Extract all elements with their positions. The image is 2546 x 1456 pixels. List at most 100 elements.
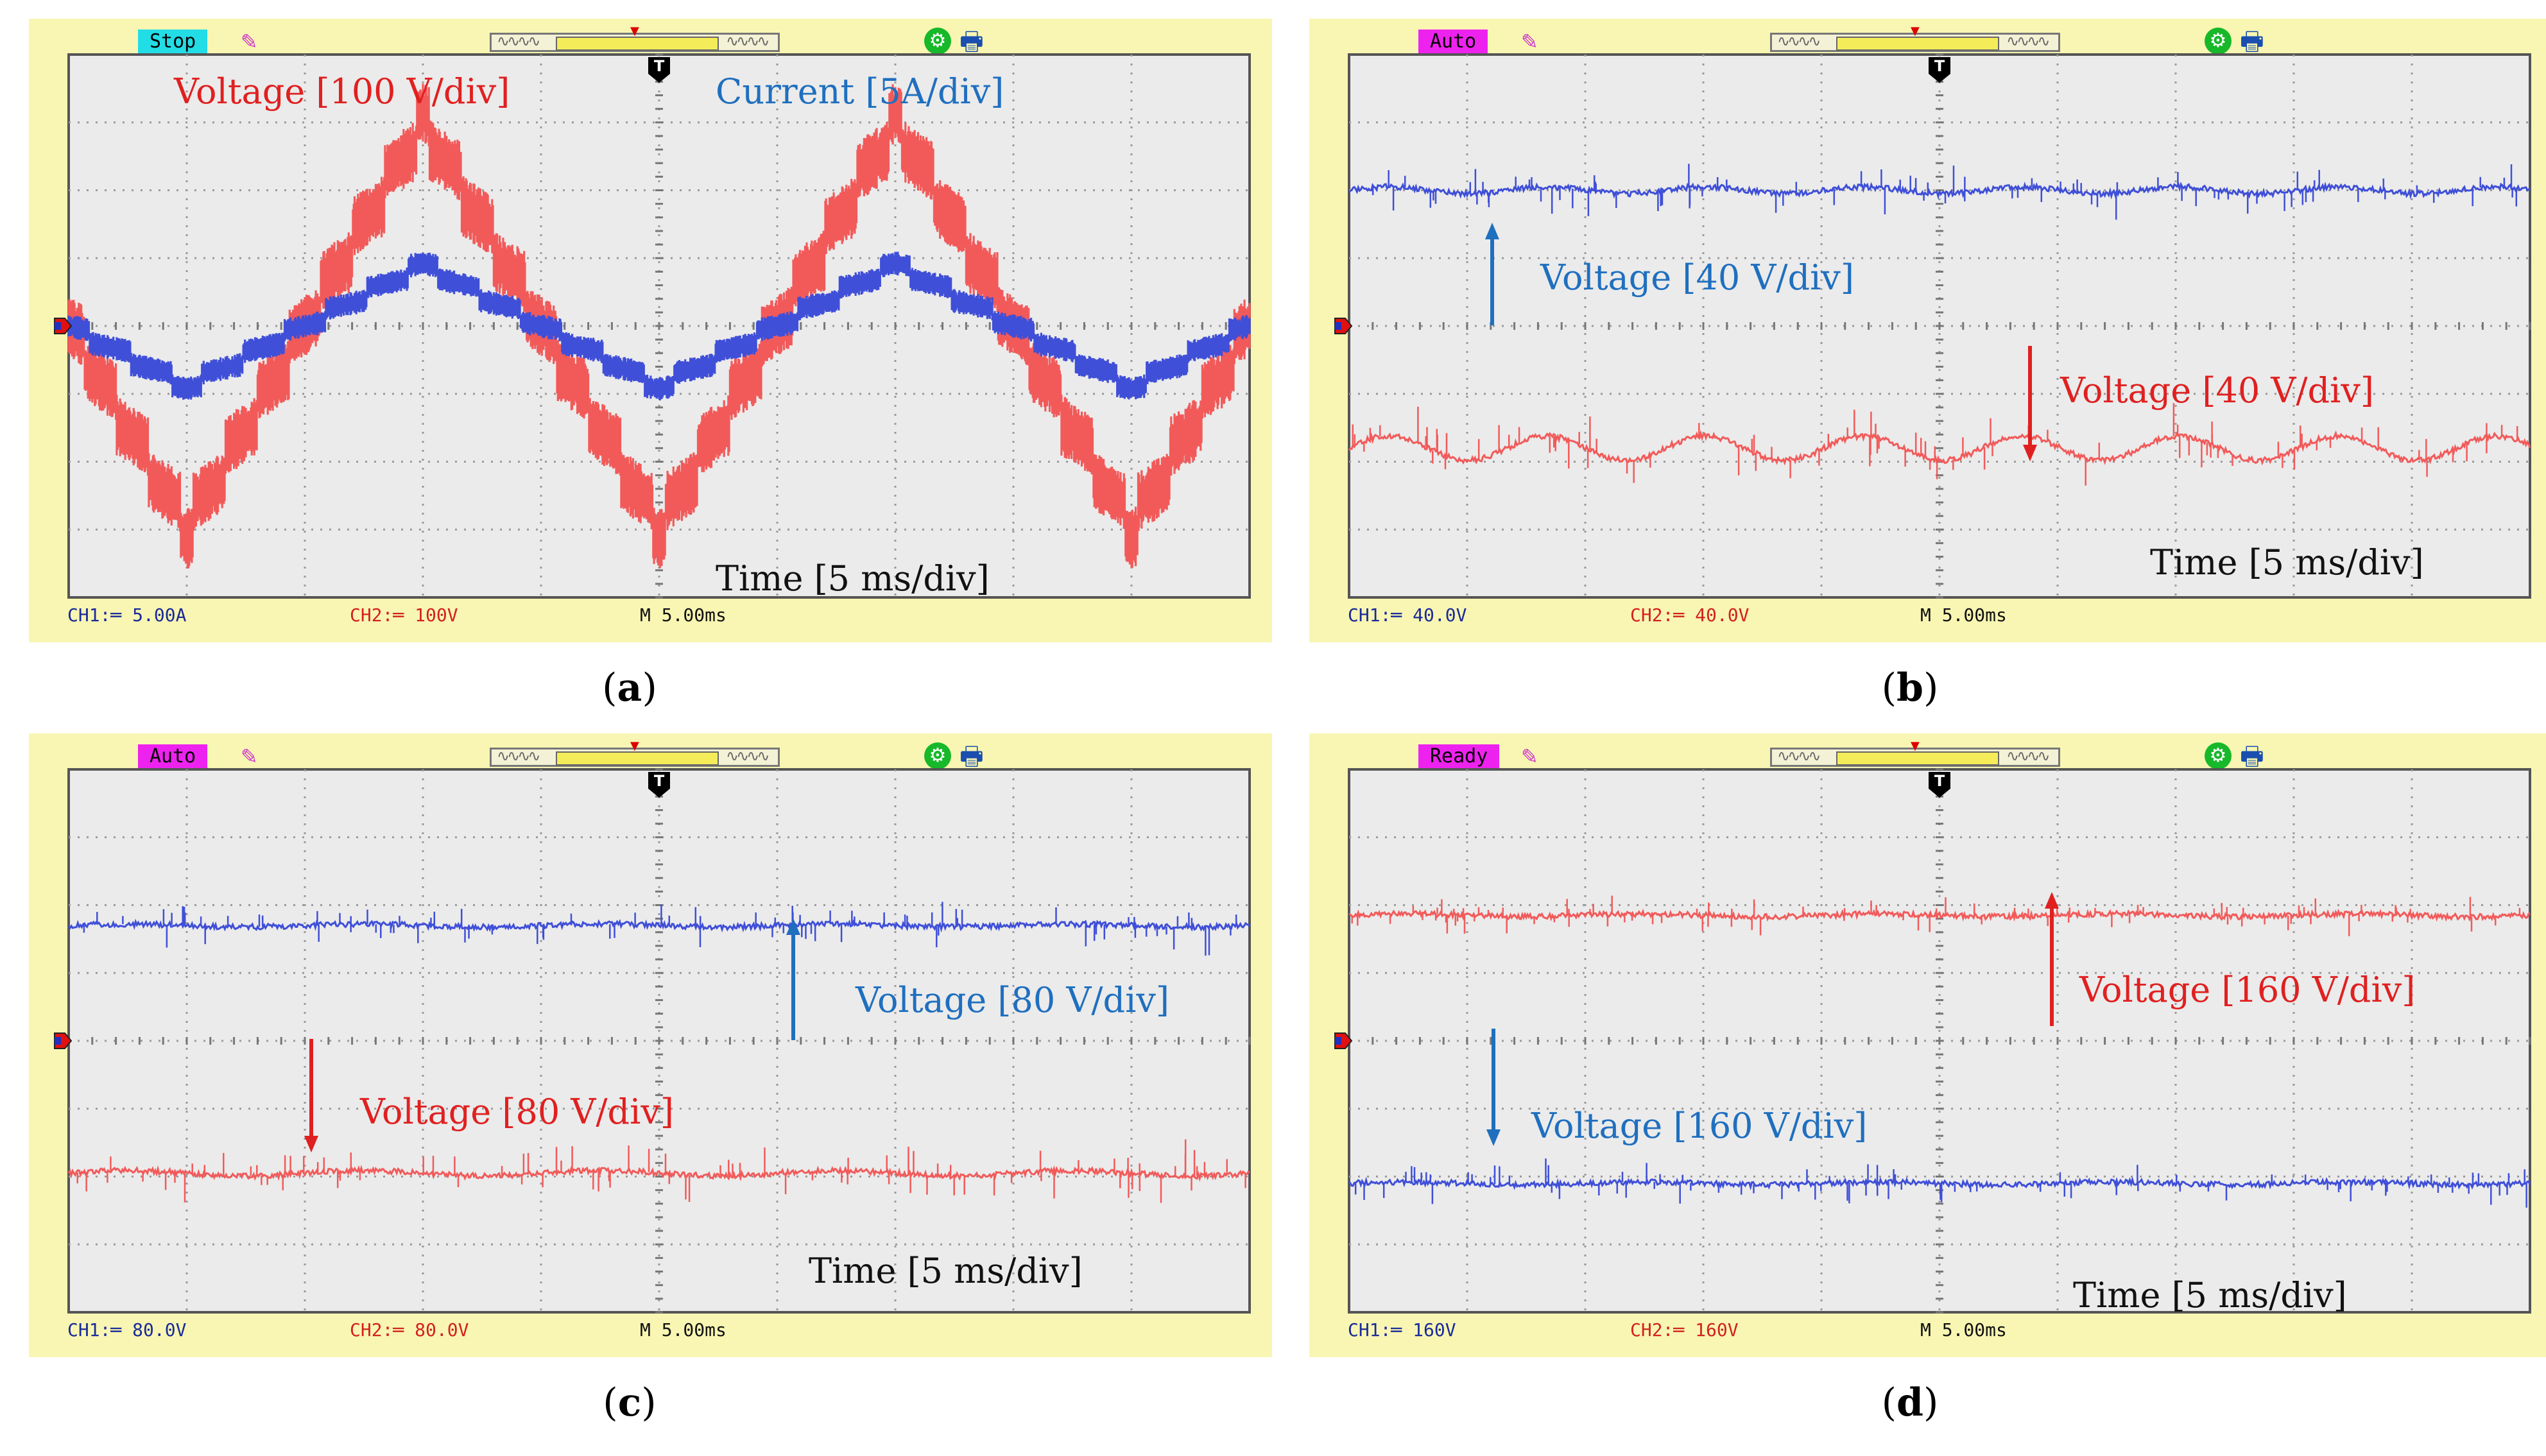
ch1-readout: CH1:═ 160V [1348, 1319, 1456, 1340]
run-status-icon: ⚙ [924, 28, 951, 55]
panel-label-d: (d) [1881, 1380, 1939, 1425]
upper-voltage-annotation: Voltage [80 V/div] [856, 980, 1169, 1020]
ground-markers [1334, 1032, 1353, 1049]
status-badge: Auto [1418, 30, 1488, 54]
scope-panel-d: Ready ✎ ∿∿∿∿ ∿∿∿∿ ▼ ⚙ 🖶 T CH1:═ 160V CH2:═… [1309, 733, 2546, 1357]
timebase-readout: M 5.00ms [640, 604, 727, 626]
lower-voltage-annotation: Voltage [80 V/div] [360, 1092, 674, 1132]
ground-markers [54, 1032, 73, 1049]
annotation-arrow [786, 918, 800, 1040]
trigger-marker-icon: ▼ [630, 24, 639, 38]
trigger-position-bar: ∿∿∿∿ ∿∿∿∿ ▼ [490, 739, 780, 767]
trigger-t-letter: T [654, 57, 665, 75]
series-ch1 [67, 902, 1251, 956]
ch1-readout: CH1:═ 40.0V [1348, 604, 1467, 626]
status-badge: Auto [138, 744, 208, 769]
time-annotation: Time [5 ms/div] [716, 558, 990, 599]
scope-panel-c: Auto ✎ ∿∿∿∿ ∿∿∿∿ ▼ ⚙ 🖶 T CH1:═ 80.0V CH2:═… [29, 733, 1272, 1357]
trigger-t-marker: T [1929, 57, 1950, 83]
graticule [1348, 768, 2531, 1314]
arrow-head [786, 918, 800, 935]
time-annotation: Time [5 ms/div] [2150, 542, 2424, 583]
voltage-annotation: Voltage [100 V/div] [174, 71, 510, 112]
ch1-readout: CH1:═ 80.0V [67, 1319, 187, 1340]
panel-label-c: (c) [603, 1380, 657, 1425]
ch2-readout: CH2:═ 160V [1630, 1319, 1739, 1340]
pen-icon: ✎ [1521, 30, 1538, 54]
current-annotation: Current [5A/div] [716, 71, 1004, 112]
trace-line [67, 918, 1251, 933]
trigger-t-marker: T [648, 57, 670, 83]
arrow-head [2045, 892, 2059, 909]
pen-icon: ✎ [1521, 744, 1538, 769]
trace-spikes [1354, 1158, 2527, 1208]
trace-spikes [1352, 403, 2518, 486]
trace-spikes [1372, 164, 2518, 220]
trace-spikes [83, 902, 1237, 956]
panel-label-a: (a) [602, 665, 657, 710]
trigger-marker-icon: ▼ [1911, 739, 1920, 753]
scope-screen: T [54, 768, 1251, 1314]
trace-line [1348, 908, 2531, 922]
graticule [1348, 53, 2531, 599]
printer-icon: 🖶 [2240, 27, 2264, 56]
channel-ground-marker-ch1 [1335, 1037, 1341, 1045]
wave-icon: ∿∿∿∿ [726, 747, 770, 765]
channel-ground-marker-ch1 [1335, 322, 1341, 330]
scope-screen: T [54, 53, 1251, 599]
wave-icon: ∿∿∿∿ [1777, 747, 1821, 765]
trigger-t-shape [648, 772, 670, 798]
upper-voltage-annotation: Voltage [160 V/div] [2079, 970, 2416, 1010]
trigger-t-letter: T [1934, 57, 1945, 75]
panel-label-b: (b) [1881, 665, 1939, 710]
annotation-arrow [1486, 1029, 1501, 1146]
trigger-window [556, 751, 719, 766]
upper-voltage-annotation: Voltage [40 V/div] [1540, 257, 1854, 298]
timebase-readout: M 5.00ms [1920, 1319, 2007, 1340]
trigger-t-marker: T [1929, 772, 1950, 798]
annotation-arrow [2023, 346, 2037, 461]
trigger-position-bar: ∿∿∿∿ ∿∿∿∿ ▼ [490, 24, 780, 52]
series-ch2 [1348, 895, 2531, 936]
annotation-arrow [2045, 892, 2059, 1026]
trigger-window [556, 37, 719, 51]
trigger-t-shape [1929, 57, 1950, 83]
run-status-icon: ⚙ [2205, 28, 2232, 55]
series-ch2 [1348, 403, 2531, 486]
pen-icon: ✎ [241, 744, 258, 769]
trace-line [1348, 430, 2531, 467]
series-ch2 [67, 1139, 1250, 1203]
wave-icon: ∿∿∿∿ [1777, 32, 1821, 50]
wave-icon: ∿∿∿∿ [2006, 747, 2050, 765]
trigger-position-bar: ∿∿∿∿ ∿∿∿∿ ▼ [1770, 739, 2060, 767]
lower-voltage-annotation: Voltage [160 V/div] [1531, 1106, 1868, 1146]
ch2-readout: CH2:═ 80.0V [350, 1319, 469, 1340]
ground-markers [54, 318, 73, 334]
ground-markers [1334, 318, 1353, 334]
trigger-window [1836, 37, 1999, 51]
trace-spikes [76, 1139, 1246, 1203]
ch1-readout: CH1:═ 5.00A [67, 604, 187, 626]
status-badge: Stop [138, 30, 208, 54]
trigger-t-letter: T [654, 772, 665, 790]
trace-line [1348, 181, 2531, 200]
trigger-t-shape [648, 57, 670, 83]
printer-icon: 🖶 [959, 742, 984, 771]
printer-icon: 🖶 [959, 27, 984, 56]
arrow-head [304, 1136, 318, 1152]
time-annotation: Time [5 ms/div] [2073, 1275, 2347, 1315]
trigger-window [1836, 751, 1999, 766]
run-status-icon: ⚙ [924, 742, 951, 769]
annotation-arrow [1485, 223, 1499, 325]
trigger-position-bar: ∿∿∿∿ ∿∿∿∿ ▼ [1770, 24, 2060, 52]
graticule [67, 768, 1251, 1314]
time-annotation: Time [5 ms/div] [809, 1251, 1083, 1291]
lower-voltage-annotation: Voltage [40 V/div] [2060, 370, 2374, 411]
scope-screen: T [1334, 53, 2531, 599]
trace-spikes [1351, 895, 2521, 936]
arrow-head [2023, 445, 2037, 461]
trigger-marker-icon: ▼ [630, 739, 639, 753]
wave-icon: ∿∿∿∿ [726, 32, 770, 50]
wave-icon: ∿∿∿∿ [497, 32, 540, 50]
scope-screen: T [1334, 768, 2531, 1314]
